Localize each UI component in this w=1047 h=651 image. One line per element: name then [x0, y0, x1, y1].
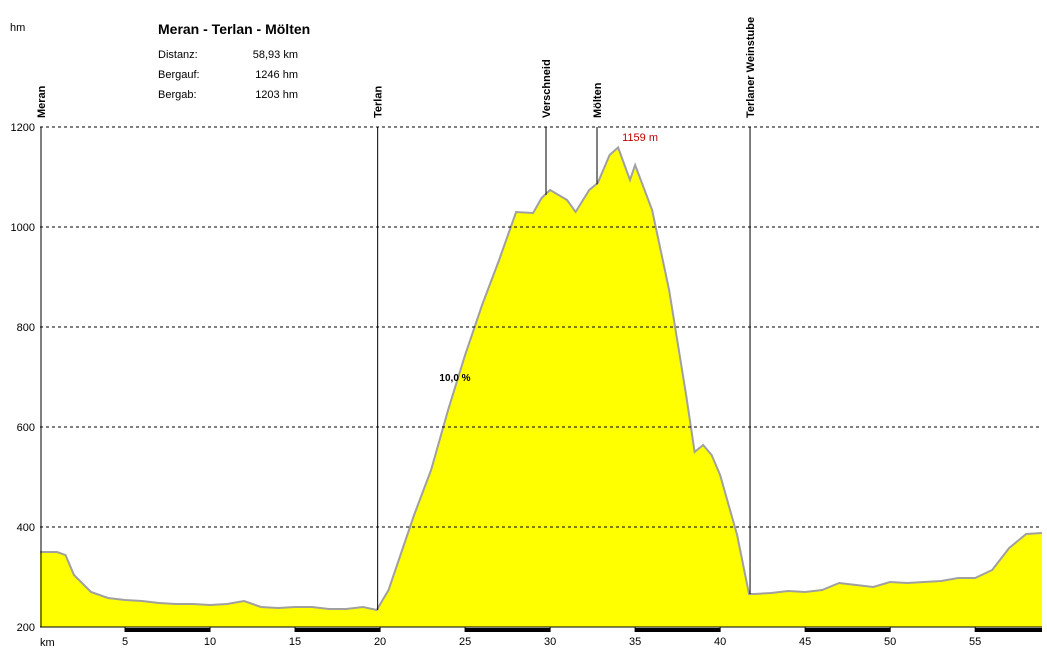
x-tick-label: 45 — [799, 636, 811, 648]
stat-label: Bergab: — [158, 89, 197, 101]
scale-segment — [295, 628, 381, 632]
waypoint-label: Terlaner Weinstube — [745, 17, 757, 118]
x-tick-label: 25 — [459, 636, 471, 648]
x-tick-label: 35 — [629, 636, 641, 648]
x-tick-label: 15 — [289, 636, 301, 648]
stat-value: 1246 hm — [255, 69, 298, 81]
stat-label: Distanz: — [158, 49, 198, 61]
x-tick-label: 50 — [884, 636, 896, 648]
y-tick-label: 600 — [17, 422, 35, 434]
y-tick-label: 200 — [17, 622, 35, 634]
scale-segment — [465, 628, 551, 632]
chart-title: Meran - Terlan - Mölten — [158, 21, 310, 37]
x-tick-label: 5 — [122, 636, 128, 648]
y-tick-label: 400 — [17, 522, 35, 534]
elevation-area — [40, 147, 1042, 627]
y-axis-label: hm — [10, 22, 25, 34]
x-tick-label: 10 — [204, 636, 216, 648]
x-axis-label: km — [40, 637, 55, 649]
waypoint-label: Meran — [36, 85, 48, 118]
scale-segment — [125, 628, 211, 632]
scale-segment — [805, 628, 891, 632]
x-tick-label: 30 — [544, 636, 556, 648]
y-tick-label: 1000 — [11, 222, 35, 234]
stat-label: Bergauf: — [158, 69, 200, 81]
stat-value: 58,93 km — [253, 49, 298, 61]
x-tick-label: 40 — [714, 636, 726, 648]
waypoint-label: Terlan — [373, 86, 385, 118]
scale-segment — [975, 628, 1042, 632]
scale-segment — [635, 628, 721, 632]
gradient-label: 10,0 % — [439, 373, 470, 384]
elevation-line — [40, 145, 1043, 612]
peak-label: 1159 m — [622, 132, 658, 144]
stat-value: 1203 hm — [255, 89, 298, 101]
x-tick-label: 55 — [969, 636, 981, 648]
x-tick-label: 20 — [374, 636, 386, 648]
waypoint-label: Mölten — [592, 82, 604, 118]
waypoint-label: Verschneid — [541, 59, 553, 118]
y-tick-label: 1200 — [11, 122, 35, 134]
y-tick-label: 800 — [17, 322, 35, 334]
